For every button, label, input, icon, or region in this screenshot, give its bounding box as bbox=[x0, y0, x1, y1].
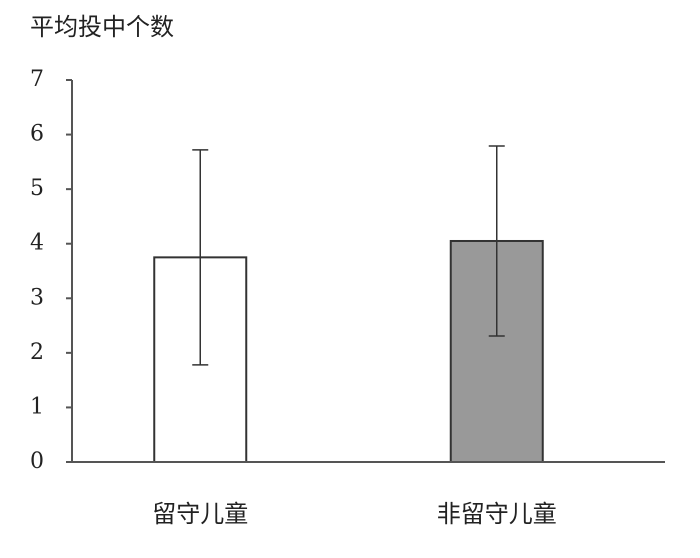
y-tick-label: 1 bbox=[30, 394, 44, 419]
y-tick-label: 7 bbox=[30, 67, 44, 92]
y-tick-label: 6 bbox=[30, 122, 44, 147]
chart-title: 平均投中个数 bbox=[30, 13, 174, 41]
error-bar bbox=[488, 145, 505, 337]
x-tick-label: 留守儿童 bbox=[152, 500, 248, 528]
y-tick-label: 4 bbox=[30, 231, 44, 256]
y-tick-label: 0 bbox=[30, 449, 44, 474]
y-tick-label: 5 bbox=[30, 176, 44, 201]
y-tick-label: 3 bbox=[30, 285, 44, 310]
y-tick-label: 2 bbox=[30, 340, 44, 365]
x-tick-label: 非留守儿童 bbox=[437, 500, 557, 528]
error-bar bbox=[192, 149, 209, 366]
